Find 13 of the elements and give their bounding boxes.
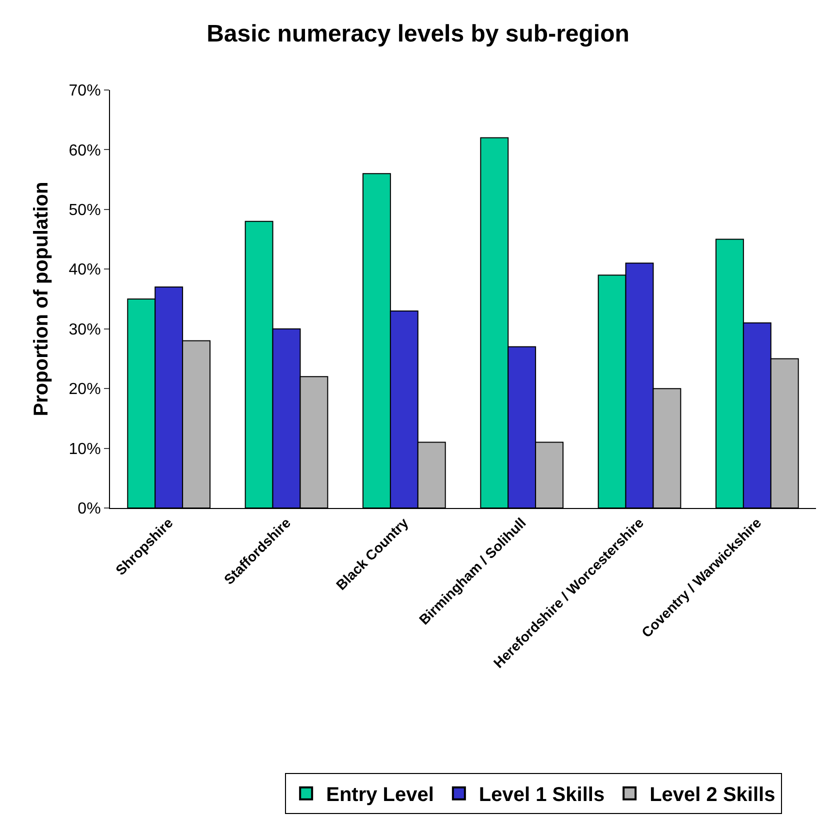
y-tick-label: 20%	[68, 381, 101, 398]
y-tick-label: 0%	[78, 500, 101, 518]
y-tick-label: 60%	[68, 142, 101, 160]
y-tick-label: 50%	[68, 202, 101, 220]
y-axis-title: Proportion of population	[30, 182, 52, 416]
y-tick-label: 10%	[68, 440, 101, 458]
y-tick-label: 70%	[68, 82, 101, 100]
legend-label: Entry Level	[326, 784, 434, 806]
y-tick-label: 40%	[68, 262, 101, 279]
legend-label: Level 2 Skills	[650, 784, 776, 806]
legend-label: Level 1 Skills	[478, 784, 605, 806]
chart-title: Basic numeracy levels by sub-region	[206, 20, 630, 48]
y-tick-label: 30%	[68, 321, 101, 338]
